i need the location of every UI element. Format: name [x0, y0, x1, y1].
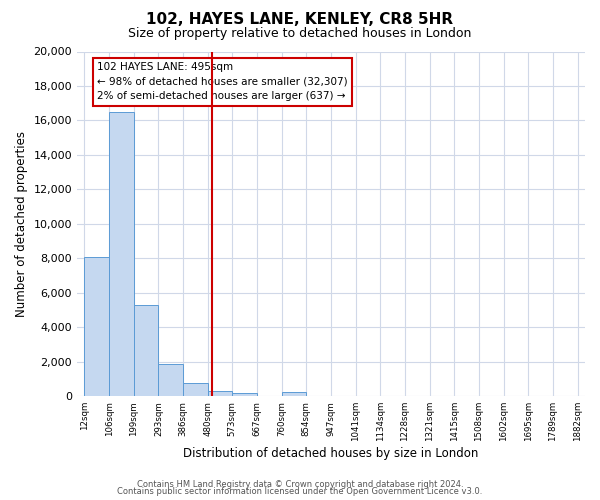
Bar — [158, 364, 183, 396]
Bar — [208, 390, 232, 396]
Bar — [109, 112, 134, 396]
Text: Contains public sector information licensed under the Open Government Licence v3: Contains public sector information licen… — [118, 488, 482, 496]
Text: Size of property relative to detached houses in London: Size of property relative to detached ho… — [128, 28, 472, 40]
Text: 102 HAYES LANE: 495sqm
← 98% of detached houses are smaller (32,307)
2% of semi-: 102 HAYES LANE: 495sqm ← 98% of detached… — [97, 62, 348, 102]
Bar — [232, 392, 257, 396]
Text: Contains HM Land Registry data © Crown copyright and database right 2024.: Contains HM Land Registry data © Crown c… — [137, 480, 463, 489]
X-axis label: Distribution of detached houses by size in London: Distribution of detached houses by size … — [184, 447, 479, 460]
Text: 102, HAYES LANE, KENLEY, CR8 5HR: 102, HAYES LANE, KENLEY, CR8 5HR — [146, 12, 454, 28]
Bar — [134, 305, 158, 396]
Bar — [282, 392, 307, 396]
Bar — [183, 383, 208, 396]
Y-axis label: Number of detached properties: Number of detached properties — [15, 131, 28, 317]
Bar — [85, 256, 109, 396]
